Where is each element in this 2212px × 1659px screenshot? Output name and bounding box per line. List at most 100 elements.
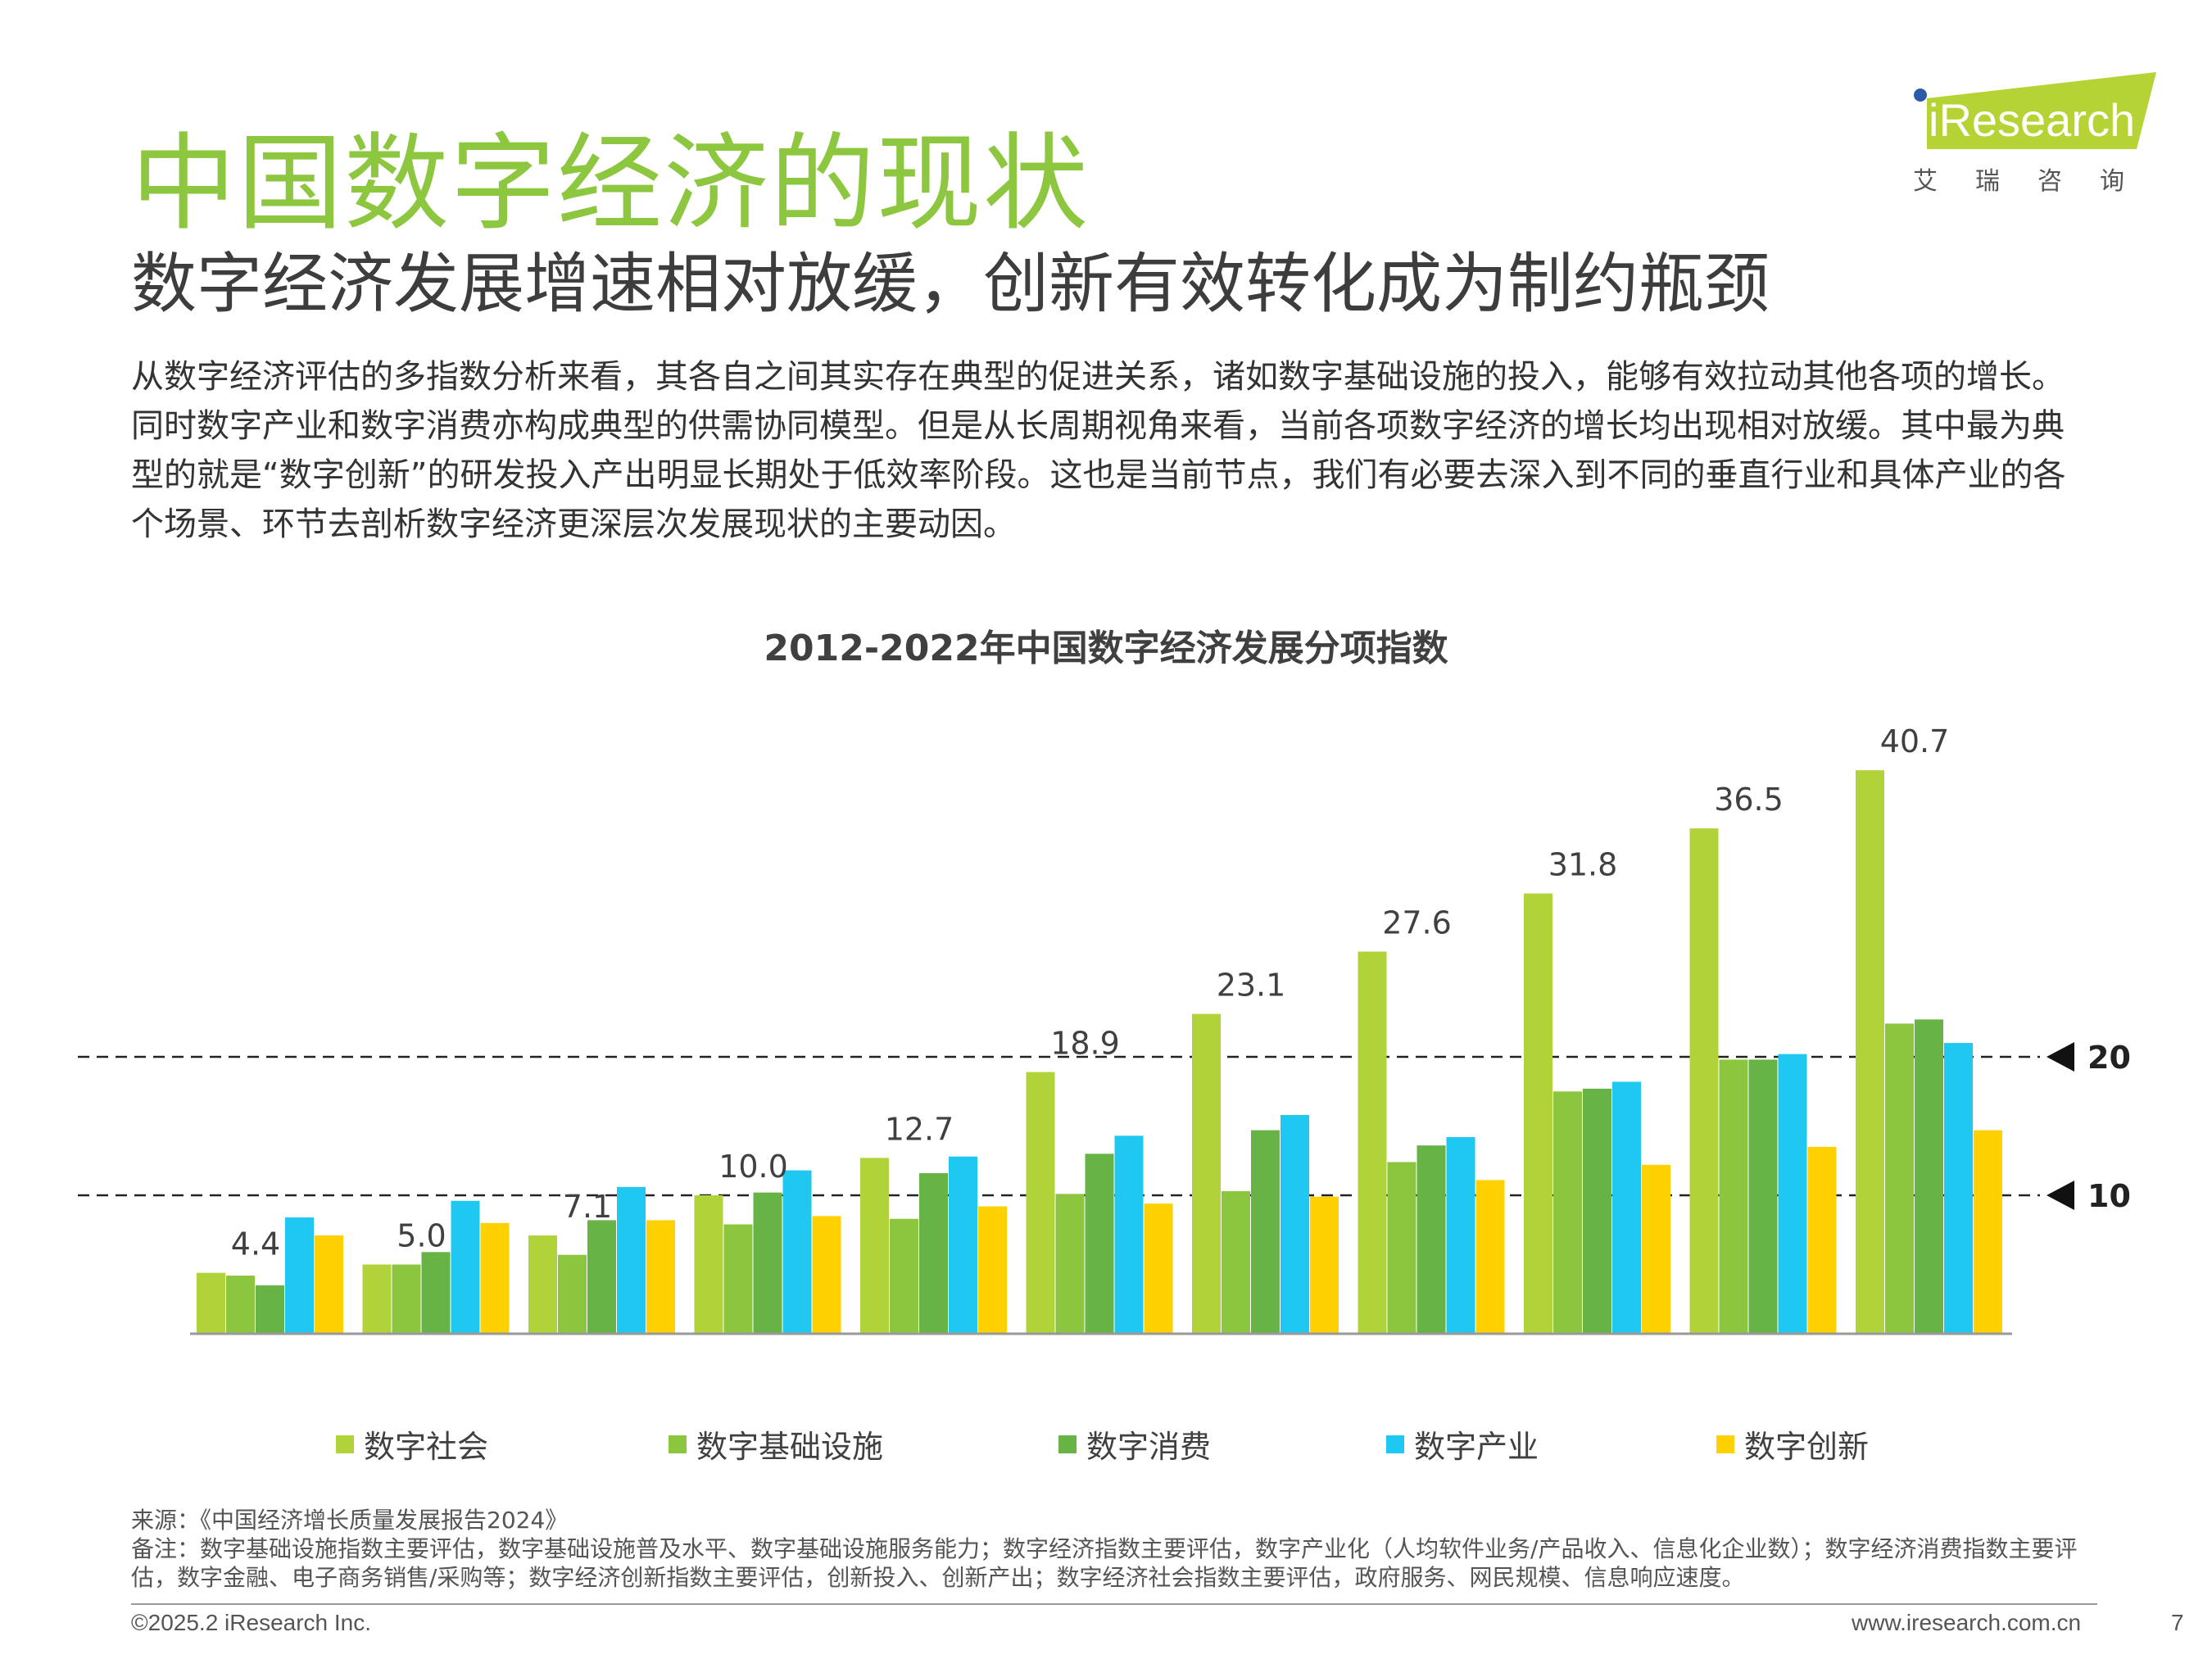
bar-数字消费-2020 <box>1583 1088 1611 1334</box>
data-label-2016: 12.7 <box>885 1111 954 1147</box>
logo-text: iResearch <box>1929 94 2135 146</box>
bar-数字产业-2012 <box>285 1217 314 1334</box>
data-label-2013: 5.0 <box>397 1218 446 1254</box>
bar-数字创新-2013 <box>480 1222 510 1334</box>
legend-item-数字消费: 数字消费 <box>1058 1421 1211 1466</box>
data-label-2022: 40.7 <box>1880 723 1950 759</box>
bar-数字基础设施-2017 <box>1055 1194 1085 1334</box>
logo-cn-text: 艾瑞咨询 <box>1913 167 2162 196</box>
data-label-2019: 27.6 <box>1382 905 1452 941</box>
legend-label: 数字基础设施 <box>696 1429 884 1465</box>
bar-数字基础设施-2021 <box>1719 1059 1748 1334</box>
bar-数字消费-2015 <box>753 1192 782 1334</box>
page-number: 7 <box>2171 1610 2184 1635</box>
bar-数字社会-2012 <box>197 1272 225 1334</box>
reference-marker-10 <box>2047 1181 2074 1210</box>
bar-数字基础设施-2020 <box>1553 1091 1582 1334</box>
bar-数字基础设施-2014 <box>558 1254 587 1334</box>
legend-swatch <box>1058 1435 1077 1453</box>
legend-label: 数字消费 <box>1086 1429 1212 1465</box>
data-label-2021: 36.5 <box>1714 782 1784 818</box>
bar-数字基础设施-2018 <box>1222 1190 1250 1334</box>
legend-swatch <box>1716 1435 1734 1453</box>
bar-数字基础设施-2019 <box>1387 1162 1416 1334</box>
bar-数字创新-2012 <box>315 1235 343 1334</box>
bar-数字产业-2018 <box>1281 1114 1309 1334</box>
data-label-2012: 4.4 <box>231 1226 280 1262</box>
bar-数字创新-2017 <box>1144 1203 1173 1334</box>
bar-数字产业-2021 <box>1778 1054 1807 1334</box>
bar-数字产业-2019 <box>1446 1137 1475 1334</box>
chart-legend: 数字社会 数字基础设施 数字消费 数字产业 数字创新 <box>0 1421 2212 1471</box>
bar-数字社会-2015 <box>694 1195 723 1334</box>
bar-数字消费-2021 <box>1748 1059 1778 1334</box>
bar-数字基础设施-2016 <box>890 1218 918 1334</box>
bar-数字基础设施-2015 <box>723 1224 753 1334</box>
bar-数字产业-2014 <box>617 1186 646 1334</box>
bar-数字社会-2013 <box>362 1264 392 1334</box>
bar-数字消费-2017 <box>1085 1154 1114 1334</box>
data-label-2014: 7.1 <box>563 1189 612 1225</box>
bar-数字社会-2014 <box>528 1235 557 1334</box>
data-label-2018: 23.1 <box>1217 968 1286 1004</box>
bar-数字社会-2019 <box>1358 951 1387 1334</box>
legend-label: 数字产业 <box>1414 1429 1539 1465</box>
footer-divider <box>131 1603 2097 1605</box>
legend-item-数字产业: 数字产业 <box>1386 1421 1539 1466</box>
iresearch-logo: iResearch <box>1914 72 2156 149</box>
chart-title: 2012-2022年中国数字经济发展分项指数 <box>764 628 1448 669</box>
bar-数字产业-2013 <box>451 1200 480 1334</box>
bar-数字消费-2013 <box>421 1252 451 1334</box>
bar-数字产业-2016 <box>949 1156 977 1334</box>
bar-数字消费-2018 <box>1251 1130 1280 1334</box>
bar-数字消费-2016 <box>919 1172 948 1334</box>
bar-数字社会-2016 <box>860 1158 889 1334</box>
reference-marker-20 <box>2047 1042 2074 1072</box>
page-title: 中国数字经济的现状 <box>131 123 1090 245</box>
legend-label: 数字创新 <box>1744 1429 1870 1465</box>
data-label-2020: 31.8 <box>1548 847 1618 883</box>
bar-数字创新-2021 <box>1807 1146 1837 1334</box>
legend-item-数字创新: 数字创新 <box>1716 1421 1869 1466</box>
bar-数字创新-2018 <box>1310 1196 1339 1334</box>
bar-数字产业-2017 <box>1114 1135 1144 1334</box>
bar-数字创新-2016 <box>978 1206 1007 1334</box>
data-label-2015: 10.0 <box>718 1149 788 1185</box>
reference-label-20: 20 <box>2087 1040 2131 1076</box>
bar-数字产业-2015 <box>782 1170 812 1334</box>
bar-数字社会-2022 <box>1856 770 1884 1334</box>
source-note: 来源：《中国经济增长质量发展报告2024》 <box>131 1507 569 1534</box>
bar-数字产业-2022 <box>1944 1043 1973 1334</box>
data-label-2017: 18.9 <box>1050 1026 1120 1062</box>
body-paragraph: 从数字经济评估的多指数分析来看，其各自之间其实存在典型的促进关系，诸如数字基础设… <box>131 358 2066 543</box>
bar-数字创新-2022 <box>1974 1130 2002 1334</box>
bar-数字社会-2021 <box>1689 828 1719 1334</box>
legend-swatch <box>669 1435 687 1453</box>
footnotes: 来源：《中国经济增长质量发展报告2024》 备注：数字基础设施指数主要评估，数字… <box>131 1506 2097 1592</box>
website-url: www.iresearch.com.cn <box>1852 1610 2082 1635</box>
bar-数字消费-2019 <box>1416 1145 1446 1334</box>
bar-数字消费-2022 <box>1915 1019 1943 1334</box>
bar-数字消费-2012 <box>256 1285 284 1334</box>
remark-note: 备注：数字基础设施指数主要评估，数字基础设施普及水平、数字基础设施服务能力；数字… <box>131 1535 2078 1591</box>
page-subtitle: 数字经济发展增速相对放缓，创新有效转化成为制约瓶颈 <box>131 246 1770 322</box>
bar-数字基础设施-2012 <box>226 1276 255 1334</box>
bar-数字消费-2014 <box>587 1220 616 1334</box>
bar-数字社会-2020 <box>1524 893 1552 1334</box>
bar-数字基础设施-2013 <box>392 1264 421 1334</box>
legend-label: 数字社会 <box>364 1429 489 1465</box>
legend-item-数字社会: 数字社会 <box>336 1421 488 1466</box>
copyright: ©2025.2 iResearch Inc. <box>131 1610 372 1635</box>
bar-数字创新-2015 <box>812 1216 841 1334</box>
bar-数字社会-2018 <box>1192 1013 1221 1334</box>
legend-swatch <box>1386 1435 1404 1453</box>
bar-数字基础设施-2022 <box>1885 1023 1914 1334</box>
bar-数字产业-2020 <box>1612 1081 1641 1334</box>
bar-数字创新-2019 <box>1475 1180 1505 1334</box>
bar-数字创新-2020 <box>1642 1164 1670 1334</box>
legend-item-数字基础设施: 数字基础设施 <box>669 1421 883 1466</box>
reference-label-10: 10 <box>2087 1178 2131 1214</box>
bar-数字社会-2017 <box>1026 1072 1055 1334</box>
bar-数字创新-2014 <box>646 1220 675 1334</box>
